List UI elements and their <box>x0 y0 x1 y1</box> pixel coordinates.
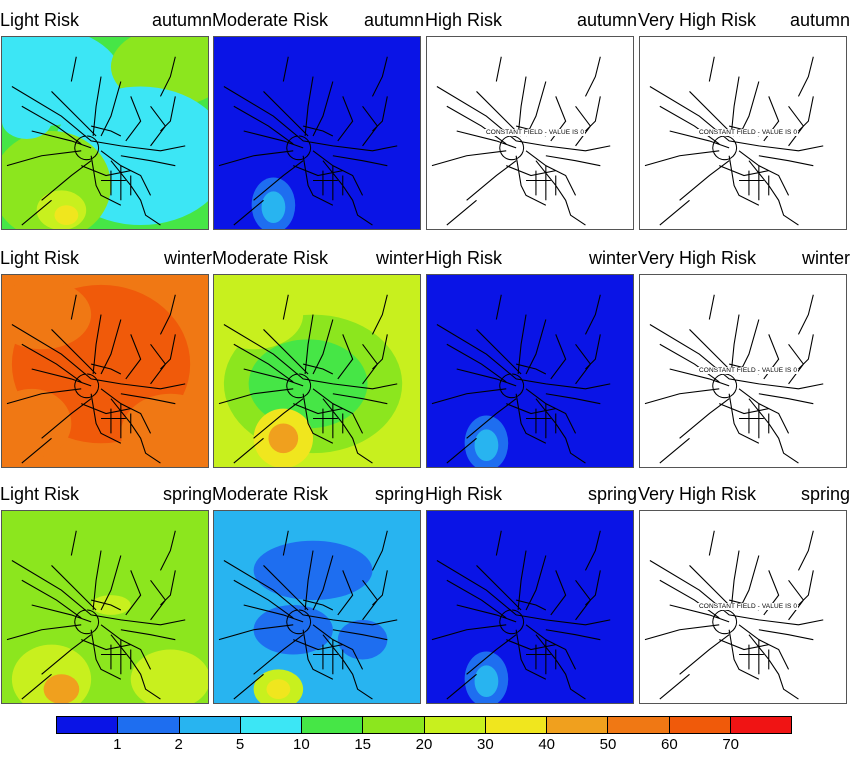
season-label: spring <box>800 484 850 504</box>
constant-field-label: CONSTANT FIELD - VALUE IS 0 <box>698 367 799 374</box>
map-panel: Light Risk autumn <box>0 0 212 230</box>
season-label: autumn <box>151 10 212 30</box>
risk-label: High Risk <box>425 10 503 30</box>
map-panel: High Risk winter <box>425 238 637 468</box>
risk-label: Very High Risk <box>638 248 757 268</box>
colorbar-tick-label: 30 <box>476 736 494 753</box>
risk-label: High Risk <box>425 484 503 504</box>
risk-label: Light Risk <box>0 484 80 504</box>
risk-label: Light Risk <box>0 248 80 268</box>
map-panel: Light Risk winter <box>0 238 212 468</box>
colorbar-tick-label: 20 <box>415 736 433 753</box>
map-panel: Moderate Risk winter <box>212 238 424 468</box>
risk-label: Moderate Risk <box>212 248 329 268</box>
risk-label: Very High Risk <box>638 10 757 30</box>
map-image: CONSTANT FIELD - VALUE IS 0 <box>639 274 847 468</box>
map-panel: Light Risk spring <box>0 474 212 704</box>
season-label: winter <box>163 248 212 268</box>
map-image: CONSTANT FIELD - VALUE IS 0 <box>426 36 634 230</box>
season-label: autumn <box>576 10 637 30</box>
map-image <box>1 274 209 468</box>
risk-label: Very High Risk <box>638 484 757 504</box>
colorbar-segment <box>118 717 180 733</box>
map-image: CONSTANT FIELD - VALUE IS 0 <box>639 510 847 704</box>
map-image <box>213 36 421 230</box>
risk-label: Light Risk <box>0 10 80 30</box>
colorbar <box>56 716 792 734</box>
colorbar-tick-label: 1 <box>113 736 122 753</box>
risk-label: High Risk <box>425 248 503 268</box>
colorbar-segment <box>730 717 791 733</box>
colorbar-segment <box>669 717 731 733</box>
map-image <box>426 510 634 704</box>
map-panel: Very High Risk spring CONSTANT FIELD - VA… <box>638 474 850 704</box>
constant-field-label: CONSTANT FIELD - VALUE IS 0 <box>485 129 586 136</box>
map-image <box>426 274 634 468</box>
season-label: spring <box>374 484 424 504</box>
colorbar-segment <box>608 717 670 733</box>
colorbar-segment <box>57 717 119 733</box>
colorbar-segment <box>424 717 486 733</box>
constant-field-label: CONSTANT FIELD - VALUE IS 0 <box>698 129 799 136</box>
colorbar-segment <box>302 717 364 733</box>
map-panel: Moderate Risk autumn <box>212 0 424 230</box>
constant-field-label: CONSTANT FIELD - VALUE IS 0 <box>698 603 799 610</box>
map-image: CONSTANT FIELD - VALUE IS 0 <box>639 36 847 230</box>
risk-label: Moderate Risk <box>212 484 329 504</box>
season-label: autumn <box>789 10 850 30</box>
map-panel: High Risk autumn CONSTANT FIELD - VALUE I… <box>425 0 637 230</box>
colorbar-tick-label: 15 <box>354 736 371 753</box>
colorbar-tick-label: 70 <box>722 736 739 753</box>
season-label: autumn <box>363 10 424 30</box>
colorbar-segment <box>240 717 302 733</box>
colorbar-tick-label: 5 <box>235 736 245 753</box>
colorbar-segment <box>363 717 425 733</box>
map-image <box>1 510 209 704</box>
season-label: winter <box>801 248 850 268</box>
colorbar-tick-label: 2 <box>174 736 183 753</box>
map-image <box>213 274 421 468</box>
colorbar-tick-label: 60 <box>660 736 678 753</box>
colorbar-tick-label: 50 <box>599 736 617 753</box>
season-label: spring <box>162 484 212 504</box>
colorbar-segment <box>179 717 241 733</box>
season-label: winter <box>588 248 637 268</box>
map-image <box>1 36 209 230</box>
season-label: spring <box>587 484 637 504</box>
map-panel: High Risk spring <box>425 474 637 704</box>
colorbar-segment <box>485 717 547 733</box>
colorbar-segment <box>547 717 609 733</box>
colorbar-tick-label: 40 <box>538 736 555 753</box>
map-panel: Very High Risk winter CONSTANT FIELD - VA… <box>638 238 850 468</box>
map-image <box>213 510 421 704</box>
colorbar-tick-label: 10 <box>292 736 310 753</box>
season-label: winter <box>375 248 424 268</box>
risk-label: Moderate Risk <box>212 10 329 30</box>
map-panel: Very High Risk autumn CONSTANT FIELD - VA… <box>638 0 850 230</box>
map-panel: Moderate Risk spring <box>212 474 424 704</box>
